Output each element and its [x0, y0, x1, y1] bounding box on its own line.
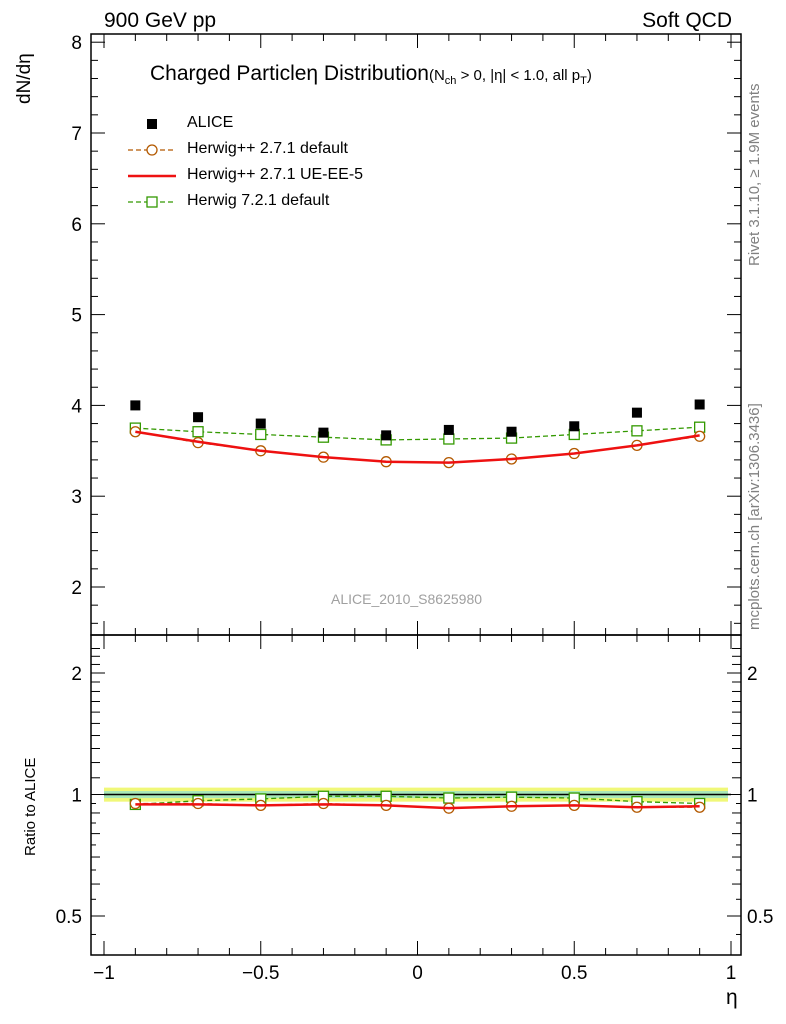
y-tick-label: 3 [71, 487, 82, 508]
y-tick-label: 2 [71, 578, 82, 599]
legend-label-alice: ALICE [187, 114, 234, 131]
main-alice-point [631, 407, 642, 418]
legend-symbol-alice [147, 119, 157, 129]
main-alice-point [130, 400, 141, 411]
x-tick-label: −0.5 [242, 963, 280, 984]
ratio-herwig-7-2-1-default-line [135, 795, 700, 806]
legend-label-herwigpp-ueee5: Herwig++ 2.7.1 UE-EE-5 [187, 166, 364, 183]
main-herwig-7-2-1-default-point [443, 433, 455, 445]
main-alice-point [506, 426, 517, 437]
main-alice-point [694, 399, 705, 410]
main-alice-point [193, 412, 204, 423]
x-tick-label: 1 [726, 963, 737, 984]
x-axis-label: η [726, 986, 738, 1009]
x-tick-label: −1 [93, 963, 115, 984]
legend-label-herwigpp-default: Herwig++ 2.7.1 default [187, 140, 348, 157]
rivet-version-label: Rivet 3.1.10, ≥ 1.9M events [746, 83, 763, 267]
main-y-axis-label: dN/dη [14, 53, 35, 104]
title-cuts: (Nch > 0, |η| < 1.0, all pT) [428, 67, 592, 87]
main-herwig-7-2-1-default-line [135, 426, 700, 441]
y-tick-label: 4 [71, 396, 82, 417]
main-alice-point [569, 421, 580, 432]
main-herwig-7-2-1-default-point [631, 425, 643, 437]
main-panel: 2 3 4 5 6 7 8 [71, 33, 742, 636]
ratio-herwig-7-2-1-default-point [443, 792, 455, 804]
ratio-y-tick-label-right: 2 [747, 664, 758, 685]
y-tick-label: 5 [71, 306, 82, 327]
ratio-y-tick-label: 0.5 [56, 907, 82, 928]
y-tick-label: 8 [71, 33, 82, 54]
legend-label-herwig7-default: Herwig 7.2.1 default [187, 192, 330, 209]
process-label: Soft QCD [642, 9, 732, 32]
ratio-panel: −1 −0.5 0 0.5 1 0.5 0.5 1 1 2 2 [56, 634, 773, 984]
mcplots-label: mcplots.cern.ch [arXiv:1306.3436] [746, 403, 763, 630]
energy-label: 900 GeV pp [104, 9, 217, 32]
main-alice-point [443, 424, 454, 435]
legend-symbol-herwigpp-default [146, 144, 158, 156]
ratio-y-tick-label: 2 [71, 664, 82, 685]
title-main: Charged Particleη Distribution [150, 62, 429, 85]
ratio-y-tick-label-right: 1 [747, 786, 758, 807]
ratio-herwig-2-7-1-ue-ee-5-line [135, 803, 700, 810]
ratio-y-axis-label: Ratio to ALICE [22, 757, 39, 856]
main-herwig-7-2-1-default-point [192, 426, 204, 438]
y-tick-label: 7 [71, 124, 82, 145]
y-tick-label: 6 [71, 215, 82, 236]
analysis-id: ALICE_2010_S8625980 [331, 591, 483, 607]
x-tick-label: 0.5 [561, 963, 587, 984]
main-alice-point [381, 430, 392, 441]
plot-title: Charged Particleη Distribution(Nch > 0, … [150, 62, 592, 87]
main-alice-point [318, 427, 329, 438]
main-alice-point [255, 418, 266, 429]
legend-symbol-herwig7-default [146, 196, 158, 208]
ratio-y-tick-label-right: 0.5 [747, 907, 773, 928]
main-herwig-7-2-1-default-point [255, 428, 267, 441]
ratio-y-tick-label: 1 [71, 786, 82, 807]
main-herwig-2-7-1-ue-ee-5-line [135, 430, 700, 464]
x-tick-label: 0 [412, 963, 423, 984]
